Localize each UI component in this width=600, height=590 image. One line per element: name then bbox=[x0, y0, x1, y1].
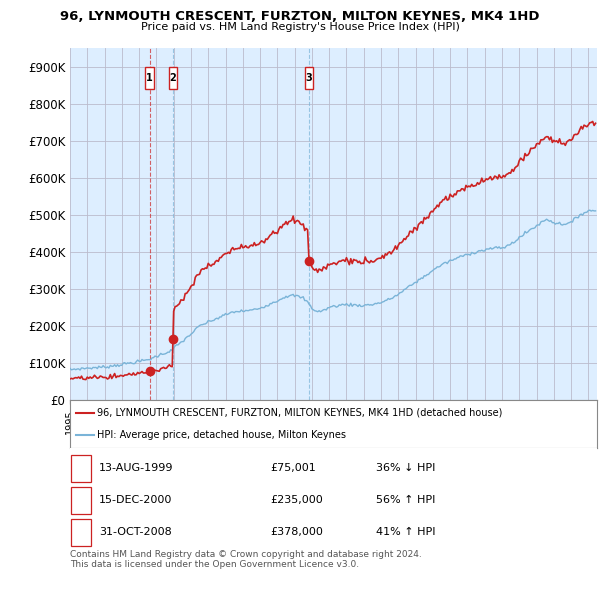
FancyBboxPatch shape bbox=[145, 67, 154, 88]
Text: 36% ↓ HPI: 36% ↓ HPI bbox=[376, 463, 435, 473]
FancyBboxPatch shape bbox=[71, 519, 91, 546]
Text: 15-DEC-2000: 15-DEC-2000 bbox=[99, 496, 172, 506]
Text: 56% ↑ HPI: 56% ↑ HPI bbox=[376, 496, 435, 506]
Text: 1: 1 bbox=[77, 463, 85, 473]
Text: 13-AUG-1999: 13-AUG-1999 bbox=[99, 463, 173, 473]
Text: Contains HM Land Registry data © Crown copyright and database right 2024.
This d: Contains HM Land Registry data © Crown c… bbox=[70, 550, 422, 569]
FancyBboxPatch shape bbox=[305, 67, 313, 88]
Text: 2: 2 bbox=[170, 73, 176, 83]
Text: HPI: Average price, detached house, Milton Keynes: HPI: Average price, detached house, Milt… bbox=[97, 430, 346, 440]
FancyBboxPatch shape bbox=[169, 67, 177, 88]
Text: £75,001: £75,001 bbox=[270, 463, 316, 473]
FancyBboxPatch shape bbox=[71, 487, 91, 514]
Text: 96, LYNMOUTH CRESCENT, FURZTON, MILTON KEYNES, MK4 1HD: 96, LYNMOUTH CRESCENT, FURZTON, MILTON K… bbox=[60, 10, 540, 23]
Text: 31-OCT-2008: 31-OCT-2008 bbox=[99, 527, 172, 537]
Text: 41% ↑ HPI: 41% ↑ HPI bbox=[376, 527, 435, 537]
Text: £235,000: £235,000 bbox=[270, 496, 323, 506]
Text: £378,000: £378,000 bbox=[270, 527, 323, 537]
Text: 96, LYNMOUTH CRESCENT, FURZTON, MILTON KEYNES, MK4 1HD (detached house): 96, LYNMOUTH CRESCENT, FURZTON, MILTON K… bbox=[97, 408, 503, 418]
FancyBboxPatch shape bbox=[71, 455, 91, 482]
Text: 2: 2 bbox=[77, 496, 85, 506]
Text: Price paid vs. HM Land Registry's House Price Index (HPI): Price paid vs. HM Land Registry's House … bbox=[140, 22, 460, 32]
Text: 1: 1 bbox=[146, 73, 153, 83]
Text: 3: 3 bbox=[305, 73, 313, 83]
Text: 3: 3 bbox=[77, 527, 85, 537]
